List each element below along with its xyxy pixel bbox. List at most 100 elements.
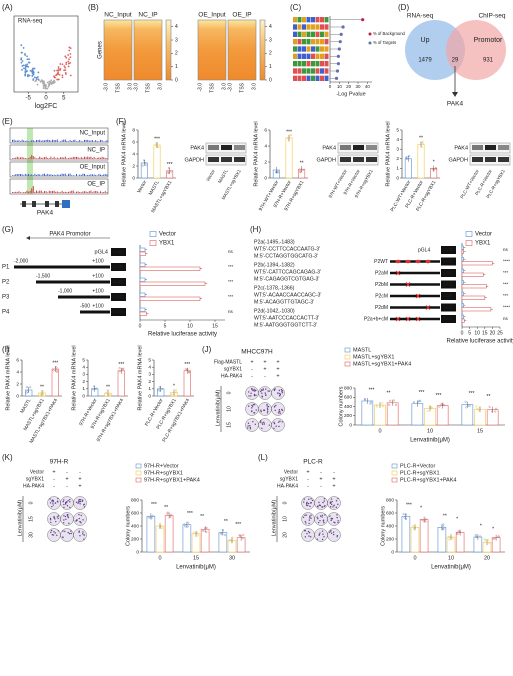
plot-frame xyxy=(13,15,79,93)
bar xyxy=(461,257,464,262)
replicate-dot xyxy=(151,514,154,517)
volcano-dot xyxy=(53,79,55,82)
signal xyxy=(28,173,29,176)
motif-letter xyxy=(320,39,324,45)
condition-sign: + xyxy=(250,359,253,365)
lollipop-dot xyxy=(339,32,343,36)
panel-label: (G) xyxy=(2,225,14,234)
signal xyxy=(69,191,71,193)
colony xyxy=(265,394,267,397)
track-label: OE_Input xyxy=(80,165,106,171)
colony xyxy=(310,517,312,519)
plate xyxy=(245,418,259,432)
signal xyxy=(100,139,101,142)
end-label: +100 xyxy=(92,288,103,294)
colony xyxy=(323,536,325,538)
replicate-dot xyxy=(166,512,169,515)
colony xyxy=(69,506,71,509)
replicate-dot xyxy=(161,527,164,530)
site-name: P2c(-1378,-1366) xyxy=(254,285,295,291)
x-tick-label: 0 xyxy=(158,555,161,561)
volcano-dot xyxy=(68,46,71,49)
replicate-dot xyxy=(451,537,454,540)
signal xyxy=(93,174,95,176)
colony xyxy=(266,407,269,409)
signal xyxy=(34,173,36,176)
row-label: P2bM xyxy=(375,282,388,288)
colony xyxy=(67,514,69,516)
colony xyxy=(247,422,250,424)
venn-subset: Up xyxy=(421,37,430,44)
signal xyxy=(104,141,106,142)
colony xyxy=(279,412,281,414)
panel-label: (D) xyxy=(398,3,409,12)
colorbar xyxy=(165,19,172,81)
significance: **** xyxy=(503,259,510,264)
legend-label: YBX1 xyxy=(475,241,491,247)
signal xyxy=(88,174,90,176)
signal xyxy=(50,140,52,142)
x-axis-label: -Log Pvalue xyxy=(336,91,365,97)
colony xyxy=(281,392,284,394)
signal xyxy=(74,192,76,193)
replicate-dot xyxy=(276,170,279,173)
replicate-dot xyxy=(424,517,427,520)
signal xyxy=(56,139,58,142)
signal xyxy=(79,174,81,176)
signal xyxy=(74,175,76,176)
signal xyxy=(47,173,49,176)
colony xyxy=(64,530,66,533)
colony xyxy=(83,503,86,505)
volcano-dot xyxy=(20,61,23,64)
signal xyxy=(23,175,25,176)
colony xyxy=(281,421,283,423)
heatmap xyxy=(227,19,257,81)
replicate-dot xyxy=(122,367,125,370)
row-label: P2aM xyxy=(375,270,388,276)
replicate-dot xyxy=(298,168,301,171)
replicate-dot xyxy=(395,403,398,406)
volcano-dot xyxy=(36,83,39,86)
signal xyxy=(45,174,47,176)
condition-sign: + xyxy=(319,476,322,482)
colony xyxy=(255,409,257,411)
motif-letter xyxy=(306,46,311,52)
colony xyxy=(275,425,277,427)
signal xyxy=(16,191,18,193)
signal xyxy=(60,141,61,142)
start-label: -500 xyxy=(80,303,90,309)
colony xyxy=(310,498,312,500)
bar xyxy=(139,296,201,301)
plate xyxy=(245,402,259,416)
colony xyxy=(275,404,277,407)
signal xyxy=(40,175,42,176)
replicate-dot xyxy=(167,171,170,174)
signal xyxy=(52,174,53,176)
y-tick-label: 400 xyxy=(131,523,139,529)
motif-letter xyxy=(302,53,306,59)
volcano-dot xyxy=(24,66,27,69)
motif-letter xyxy=(293,46,297,52)
signal xyxy=(69,139,71,142)
motif-letter xyxy=(297,61,302,67)
colony xyxy=(317,521,320,524)
y-tick-label: 2 xyxy=(148,379,151,385)
colony xyxy=(319,532,321,534)
x-tick-label: 3.0 xyxy=(221,83,227,90)
replicate-dot xyxy=(184,525,187,528)
x-tick-label: 20 xyxy=(484,555,490,561)
signal xyxy=(32,156,34,159)
row-label: P4 xyxy=(2,310,10,316)
venn-subset: Promotor xyxy=(474,37,503,44)
colony xyxy=(273,389,276,392)
signal xyxy=(76,173,77,176)
panel-label: (A) xyxy=(2,3,13,12)
colorbar-tick-label: 0 xyxy=(175,77,178,83)
blot-band xyxy=(221,145,232,150)
y-tick-label: 8 xyxy=(132,127,135,133)
colony xyxy=(321,506,323,508)
x-tick-label: 10 xyxy=(187,323,193,329)
condition-sign: - xyxy=(251,366,253,372)
panel-label: (I) xyxy=(2,345,10,354)
motif-letter xyxy=(320,68,324,74)
